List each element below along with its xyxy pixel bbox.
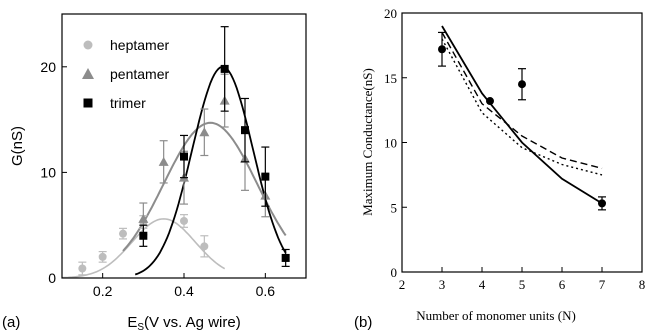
panel-b-y-tick-label: 0: [391, 265, 398, 280]
legend-label-heptamer: heptamer: [110, 37, 169, 53]
panel-b-fit-curve-solid: [441, 25, 603, 205]
panel-a-point-trimer: [220, 64, 229, 73]
panel-a-point-pentamer: [138, 213, 149, 223]
panel-a-y-tick-label: 0: [48, 270, 56, 286]
panel-b-x-tick-label: 6: [559, 277, 566, 292]
panel-a-point-pentamer: [158, 156, 169, 166]
panel-a-point-trimer: [180, 152, 188, 161]
panel-b-y-tick-label: 15: [384, 71, 397, 86]
panel-a-point-pentamer: [199, 127, 210, 137]
panel-b-x-axis-label: Number of monomer units (N): [416, 308, 576, 323]
panel-a-fit-curve-trimer: [134, 66, 287, 276]
panel-a-x-tick-label: 0.4: [174, 283, 194, 299]
panel-b-x-tick-label: 8: [639, 277, 646, 292]
panel-a-point-heptamer: [200, 242, 209, 251]
panel-b-y-tick-label: 20: [384, 6, 397, 21]
legend-label-trimer: trimer: [110, 95, 146, 111]
panel-a-y-tick-label: 20: [40, 59, 56, 75]
panel-b-fit-curve-dashed: [441, 32, 603, 170]
panel-b-y-axis-label: Maximum Conductance(nS): [360, 68, 375, 216]
panel-b-x-tick-label: 4: [479, 277, 486, 292]
panel-a-x-axis-label-rest: (V vs. Ag wire): [144, 314, 241, 331]
panel-b-y-tick-label: 5: [391, 200, 398, 215]
legend-marker-heptamer: [83, 40, 93, 50]
panel-a-x-axis-label-sub: S: [137, 322, 144, 333]
panel-a: 0.2 0.4 0.6 0 10 20 heptamer pentamer trimer G(…: [2, 13, 307, 333]
panel-a-point-heptamer: [78, 264, 87, 273]
panel-a-x-tick-label: 0.2: [93, 283, 113, 299]
panel-b-x-tick-label: 5: [519, 277, 526, 292]
panel-b-x-tick-label: 7: [599, 277, 606, 292]
panel-a-point-trimer: [281, 253, 290, 262]
panel-a-point-heptamer: [119, 229, 127, 238]
panel-a-point-trimer: [139, 231, 148, 240]
legend-marker-pentamer: [82, 68, 94, 79]
panel-b-point: [598, 199, 606, 208]
panel-b-y-tick-label: 10: [384, 136, 397, 151]
panel-a-y-tick-label: 10: [40, 164, 56, 180]
panel-a-label: (a): [2, 314, 20, 331]
panel-b-x-tick-label: 3: [439, 277, 446, 292]
panel-a-point-heptamer: [98, 252, 107, 261]
panel-b-fit-curve-dotted: [441, 38, 603, 176]
panel-a-y-axis-label: G(nS): [9, 126, 26, 166]
panel-a-x-tick-label: 0.6: [256, 283, 276, 299]
panel-b-x-tick-label: 2: [399, 277, 406, 292]
panel-a-point-trimer: [261, 172, 270, 181]
panel-b-point: [438, 45, 446, 54]
panel-b-point: [486, 97, 494, 106]
panel-a-x-axis-label-main: E: [127, 314, 137, 331]
legend-label-pentamer: pentamer: [110, 66, 169, 82]
panel-a-legend: heptamer pentamer trimer: [82, 37, 169, 111]
panel-a-point-trimer: [241, 126, 249, 135]
panel-b-label: (b): [354, 314, 372, 331]
legend-marker-trimer: [83, 98, 93, 108]
panel-b-point: [518, 80, 526, 89]
panel-a-point-heptamer: [180, 216, 188, 225]
panel-a-x-axis-label: ES(V vs. Ag wire): [127, 314, 240, 333]
